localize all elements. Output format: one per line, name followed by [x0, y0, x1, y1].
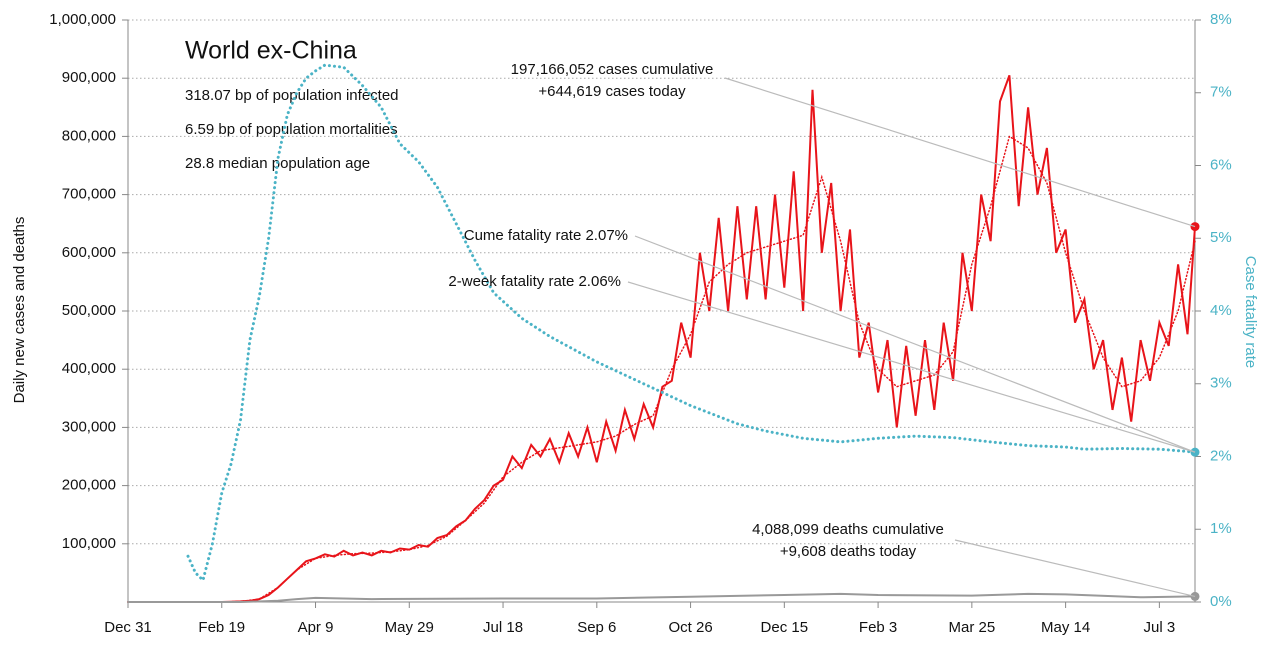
x-tick-label: Apr 9 [298, 619, 334, 636]
subtitle: 318.07 bp of population infected [185, 87, 399, 104]
y2-tick-label: 3% [1210, 375, 1232, 392]
x-tick-label: May 29 [385, 619, 434, 636]
x-tick-label: May 14 [1041, 619, 1090, 636]
data-line [127, 592, 1196, 603]
x-tick-label: Mar 25 [949, 619, 996, 636]
y2-tick-label: 5% [1210, 229, 1232, 246]
y2-tick-label: 1% [1210, 520, 1232, 537]
trend-line [186, 63, 1197, 584]
x-tick-label: Oct 26 [668, 619, 712, 636]
annotation: 197,166,052 cases cumulative [511, 61, 714, 78]
y-tick-label: 200,000 [62, 477, 116, 494]
x-tick-label: Jul 3 [1144, 619, 1176, 636]
y-tick-label: 400,000 [62, 360, 116, 377]
annotation: 4,088,099 deaths cumulative [752, 521, 944, 538]
x-tick-label: Feb 19 [198, 619, 245, 636]
y2-tick-label: 2% [1210, 447, 1232, 464]
annotation: 2-week fatality rate 2.06% [448, 273, 621, 290]
y2-axis-label: Case fatality rate [1242, 256, 1259, 369]
y-tick-label: 1,000,000 [49, 11, 116, 28]
y2-tick-label: 6% [1210, 156, 1232, 173]
y2-tick-label: 4% [1210, 302, 1232, 319]
y2-tick-label: 8% [1210, 11, 1232, 28]
y-tick-label: 900,000 [62, 69, 116, 86]
x-tick-label: Dec 31 [104, 619, 152, 636]
y-tick-label: 300,000 [62, 418, 116, 435]
y-tick-label: 100,000 [62, 535, 116, 552]
y2-tick-label: 0% [1210, 593, 1232, 610]
y-tick-label: 500,000 [62, 302, 116, 319]
subtitle: 6.59 bp of population mortalities [185, 121, 398, 138]
leader-line [724, 77, 1196, 228]
y-tick-label: 800,000 [62, 127, 116, 144]
chart-title: World ex-China [185, 37, 357, 65]
y2-tick-label: 7% [1210, 84, 1232, 101]
annotation: +644,619 cases today [538, 83, 686, 100]
x-tick-label: Dec 15 [761, 619, 809, 636]
y-axis-label: Daily new cases and deaths [11, 217, 28, 404]
x-tick-label: Sep 6 [577, 619, 616, 636]
leader-line [634, 235, 1196, 453]
annotation: Cume fatality rate 2.07% [464, 227, 628, 244]
x-tick-label: Feb 3 [859, 619, 897, 636]
y-tick-label: 600,000 [62, 244, 116, 261]
leader-line [954, 539, 1196, 597]
annotation: +9,608 deaths today [780, 543, 917, 560]
y-tick-label: 700,000 [62, 186, 116, 203]
x-tick-label: Jul 18 [483, 619, 523, 636]
leader-line [627, 281, 1196, 453]
trend-line [221, 135, 1196, 603]
